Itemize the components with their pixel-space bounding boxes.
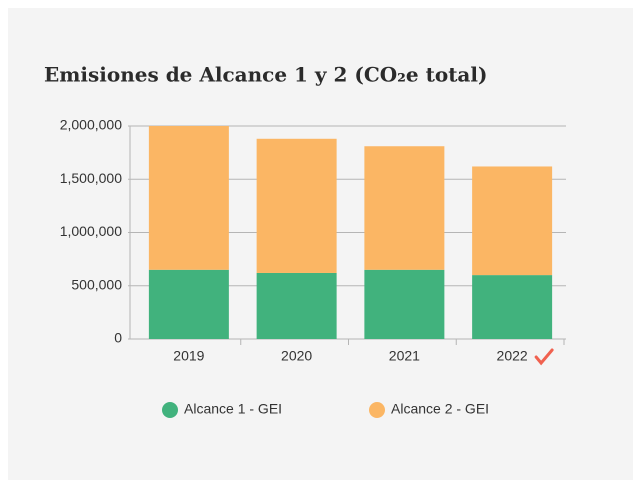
bar-segment [364, 146, 445, 270]
legend-label: Alcance 2 - GEI [391, 401, 489, 417]
bar-segment [148, 126, 229, 270]
checkmark-icon [534, 348, 554, 366]
y-tick-label: 1,500,000 [60, 170, 122, 186]
bar-segment [364, 269, 445, 339]
bar-segment [472, 275, 553, 339]
legend-label: Alcance 1 - GEI [184, 401, 282, 417]
x-tick-label: 2019 [173, 348, 204, 364]
chart-title: Emisiones de Alcance 1 y 2 (CO₂e total) [44, 63, 487, 87]
y-tick-label: 0 [114, 330, 122, 346]
y-tick-label: 500,000 [71, 276, 122, 292]
legend-swatch [162, 402, 178, 418]
bar-segment [148, 269, 229, 339]
bar-segment [256, 272, 337, 339]
legend-swatch [369, 402, 385, 418]
y-tick-label: 1,000,000 [60, 223, 122, 239]
y-tick-label: 2,000,000 [60, 117, 122, 133]
x-tick-label: 2020 [281, 348, 312, 364]
bar-segment [472, 166, 553, 276]
x-tick-label: 2021 [389, 348, 420, 364]
x-tick-label: 2022 [497, 348, 528, 364]
bar-segment [256, 138, 337, 273]
